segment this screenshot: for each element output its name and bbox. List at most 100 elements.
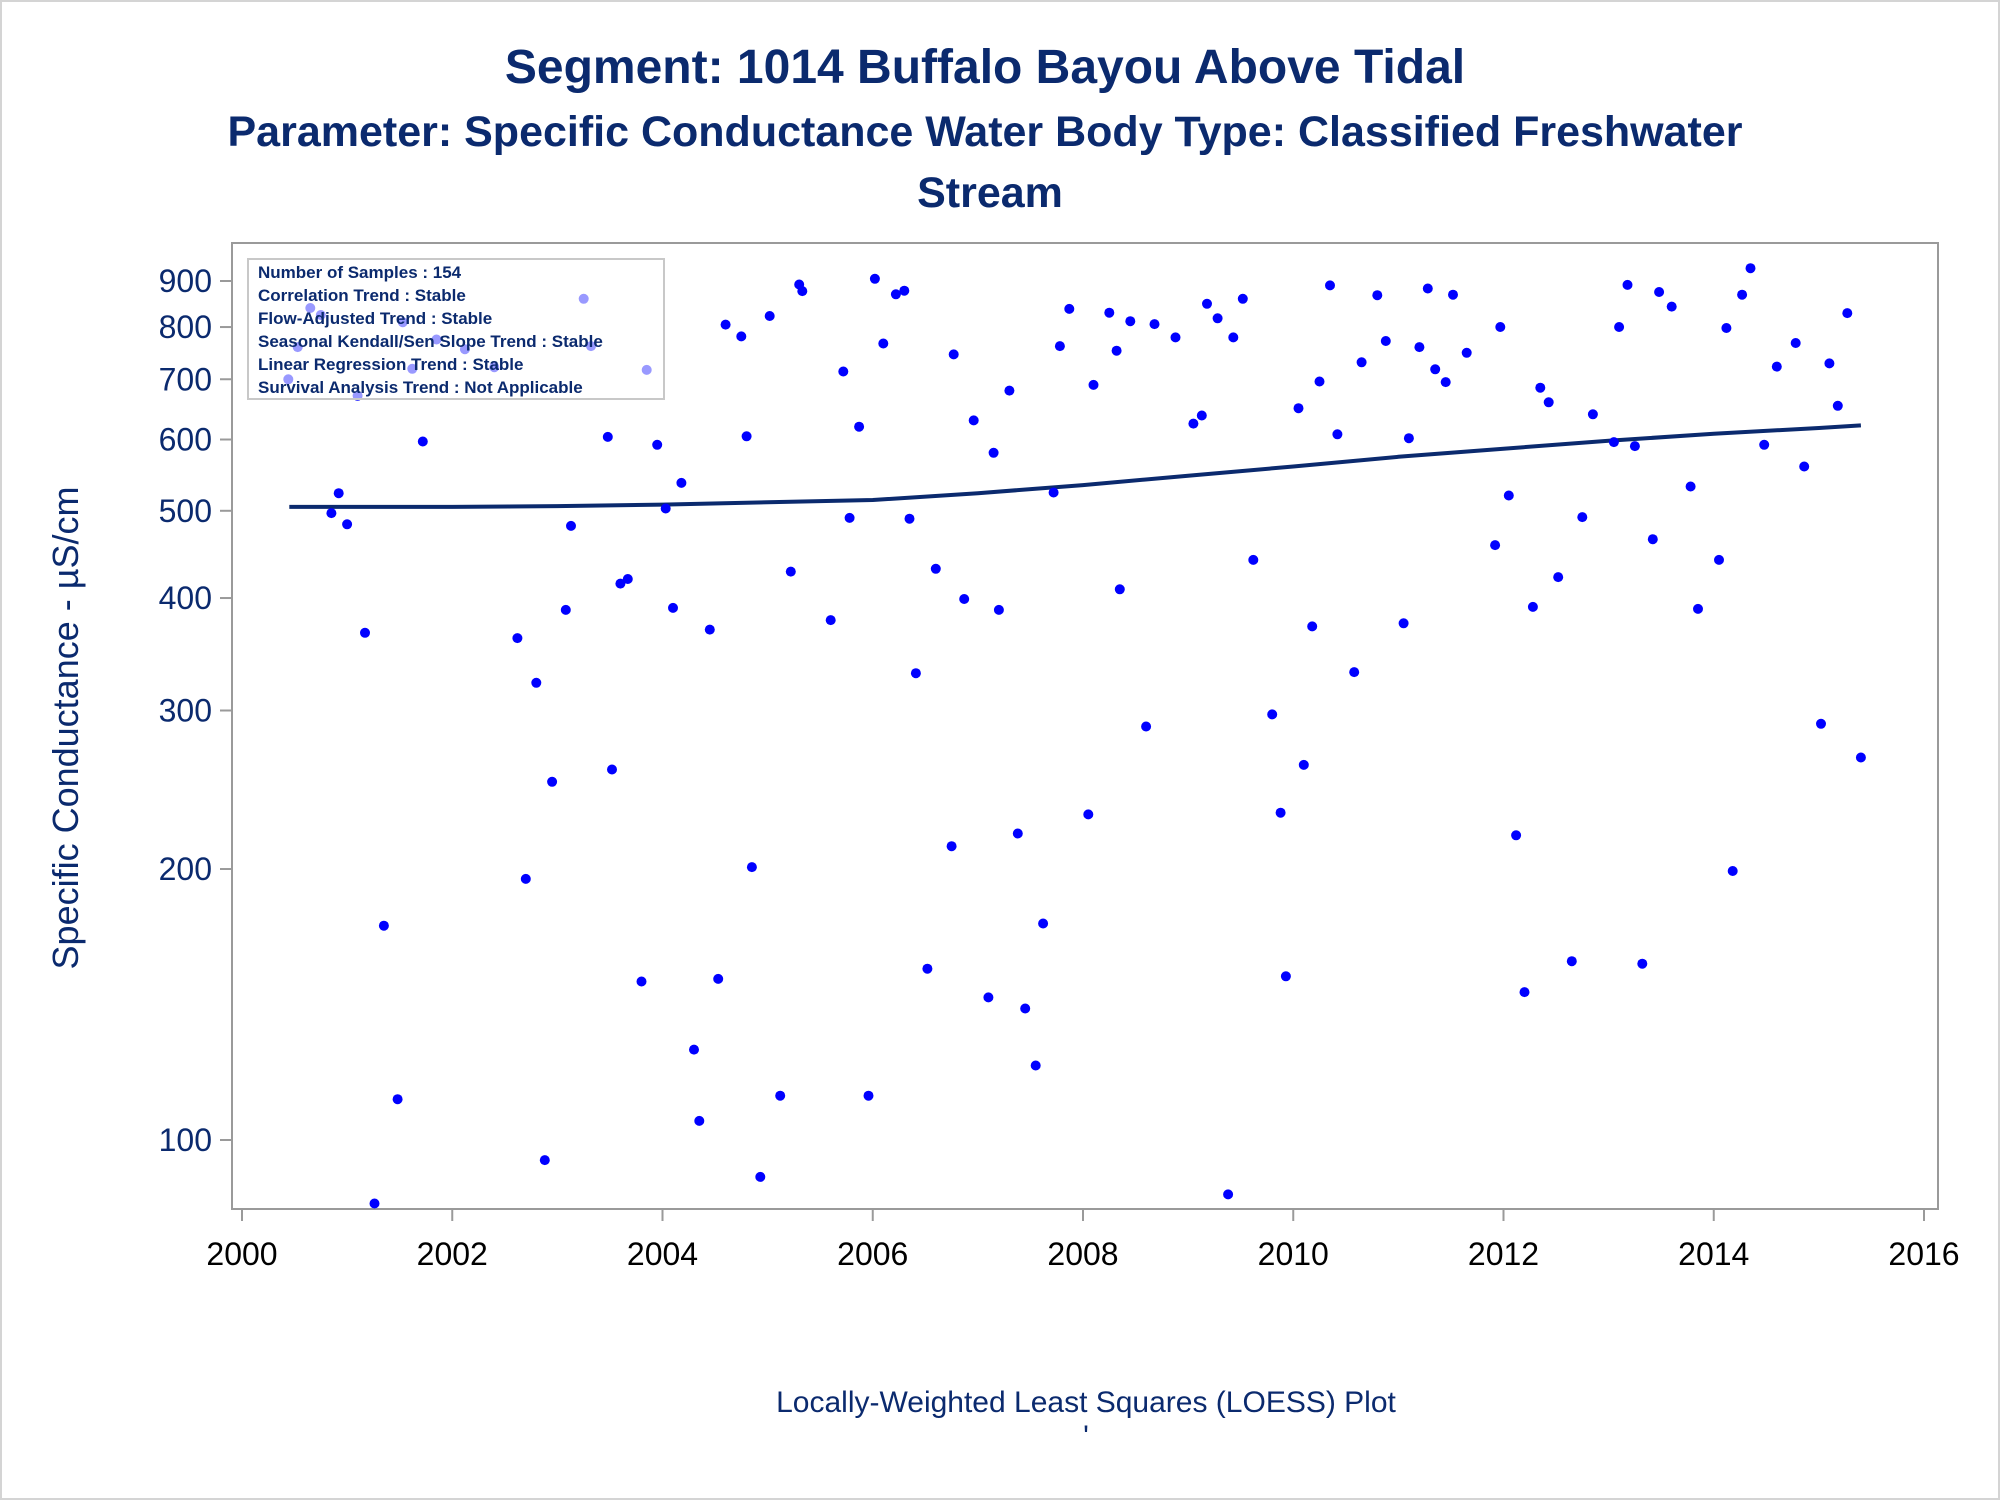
data-point (736, 331, 747, 342)
data-point (636, 976, 647, 987)
data-point (922, 963, 933, 974)
data-point (622, 574, 633, 584)
data-point (512, 633, 523, 644)
data-point (1440, 377, 1451, 388)
data-point (1535, 382, 1546, 393)
data-point (1196, 410, 1207, 421)
y-tick-label: 400 (159, 580, 212, 616)
data-point (1111, 345, 1122, 356)
stats-line-samples: Number of Samples : 154 (258, 263, 462, 282)
data-point (993, 604, 1004, 615)
data-point (1647, 534, 1658, 545)
data-point (1170, 332, 1181, 343)
data-point (1608, 437, 1619, 448)
data-point (1519, 987, 1530, 998)
data-point (1685, 481, 1696, 492)
data-point (1566, 956, 1577, 967)
data-point (1790, 338, 1801, 348)
stats-line-survival-analysis: Survival Analysis Trend : Not Applicable (258, 378, 583, 397)
data-point (1553, 572, 1564, 583)
data-point (1356, 357, 1367, 368)
plot-area (231, 242, 1939, 1210)
data-point (1280, 971, 1291, 982)
data-point (342, 519, 353, 530)
stats-line-linear-regression: Linear Regression Trend : Stable (258, 355, 523, 374)
data-point (825, 615, 836, 626)
data-point (948, 349, 959, 360)
data-point (704, 624, 715, 635)
data-point (1237, 293, 1248, 304)
data-point (1577, 512, 1588, 523)
x-tick-label: 2006 (837, 1236, 908, 1272)
data-point (1771, 361, 1782, 372)
x-tick-label: 2004 (627, 1236, 698, 1272)
data-point (1527, 601, 1538, 612)
data-point (1298, 759, 1309, 770)
data-point (1855, 752, 1866, 763)
data-point (392, 1094, 403, 1105)
data-point (878, 338, 889, 349)
data-point (785, 566, 796, 577)
data-point (1824, 358, 1835, 369)
data-point (930, 563, 941, 574)
data-point (369, 1198, 380, 1209)
data-point (1038, 918, 1049, 929)
data-point (869, 273, 880, 284)
data-point (539, 1155, 550, 1166)
data-point (531, 677, 542, 688)
data-point (1816, 718, 1826, 729)
data-point (1088, 379, 1099, 390)
chart-subtitle-line2: Stream (917, 169, 1063, 217)
data-point (1030, 1060, 1041, 1071)
footnote-loess: Locally-Weighted Least Squares (LOESS) P… (776, 1386, 1396, 1419)
data-point (775, 1090, 786, 1101)
data-point (602, 431, 613, 442)
y-tick-label: 800 (159, 309, 212, 345)
footnote-mark: ' (1083, 1420, 1089, 1453)
data-point (1637, 958, 1648, 969)
data-point (1832, 400, 1843, 411)
data-point (378, 920, 389, 931)
data-point (863, 1090, 874, 1101)
x-tick-label: 2008 (1047, 1236, 1118, 1272)
y-axis-title: Specific Conductance - µS/cm (45, 487, 86, 970)
data-point (417, 436, 428, 447)
data-point (547, 776, 558, 787)
stats-line-correlation: Correlation Trend : Stable (258, 286, 466, 305)
data-point (1543, 397, 1554, 408)
stats-line-seasonal-kendall: Seasonal Kendall/Sen Slope Trend : Stabl… (258, 332, 603, 351)
data-point (1248, 554, 1259, 565)
x-tick-label: 2014 (1678, 1236, 1749, 1272)
data-point (1495, 322, 1506, 332)
data-point (1083, 809, 1094, 820)
data-point (1325, 280, 1335, 291)
data-point (1759, 439, 1770, 450)
x-axis: 2000 2002 2004 2006 2008 2010 2012 2014 2016 (206, 1209, 1960, 1272)
x-tick-label: 2012 (1468, 1236, 1539, 1272)
chart-title: Segment: 1014 Buffalo Bayou Above Tidal (505, 41, 1465, 94)
x-tick-label: 2002 (417, 1236, 488, 1272)
chart-subtitle-line1: Parameter: Specific Conductance Water Bo… (228, 108, 1743, 156)
data-point (1267, 709, 1278, 720)
x-tick-label: 2010 (1258, 1236, 1329, 1272)
data-point (910, 668, 921, 679)
data-point (1012, 828, 1023, 839)
data-point (1332, 429, 1343, 440)
data-point (1503, 490, 1514, 501)
y-tick-label: 900 (159, 263, 212, 299)
data-point (1398, 618, 1409, 629)
data-point (797, 286, 808, 297)
data-point (660, 503, 671, 514)
data-point (1054, 341, 1065, 352)
data-point (968, 415, 979, 426)
data-point (520, 873, 531, 884)
x-tick-label: 2016 (1888, 1236, 1959, 1272)
data-point (1666, 301, 1677, 312)
y-tick-label: 200 (159, 851, 212, 887)
data-point (890, 289, 901, 300)
data-point (1721, 323, 1732, 333)
data-point (560, 604, 571, 615)
data-point (1212, 313, 1223, 324)
loess-series (289, 423, 1862, 509)
